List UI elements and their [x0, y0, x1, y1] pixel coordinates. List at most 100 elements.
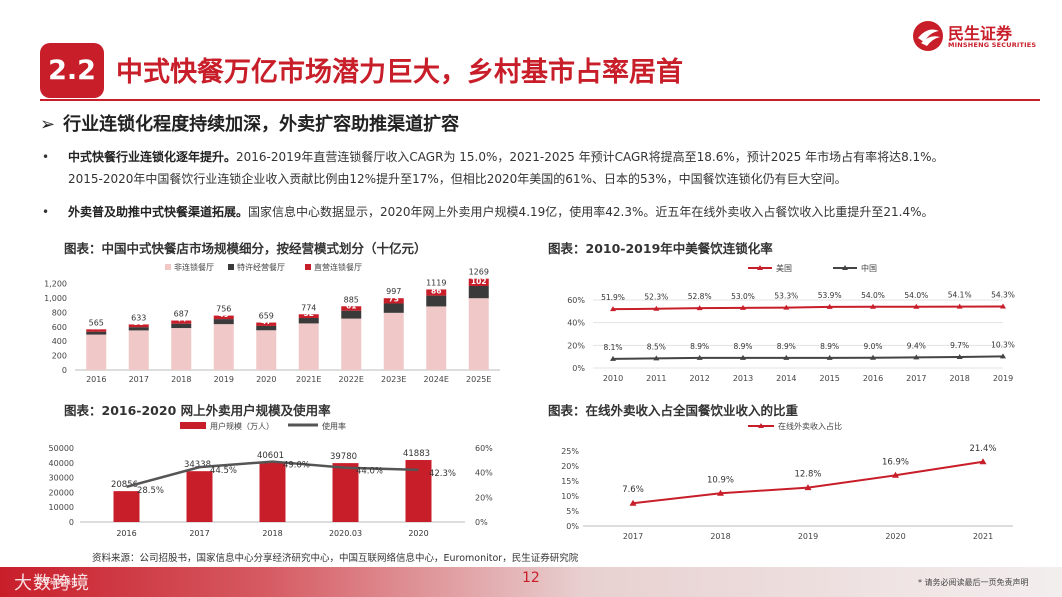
y-tick-label: 10% [561, 492, 579, 501]
bar-segment-franchise [383, 303, 404, 313]
data-point [1000, 353, 1006, 359]
data-label: 16.9% [882, 457, 909, 467]
bar-value-label: 39780 [330, 452, 357, 462]
y-tick-label-right: 40% [475, 469, 493, 478]
bar-total-label: 756 [216, 305, 231, 314]
data-point [826, 303, 833, 309]
x-tick-label: 2021E [296, 375, 321, 384]
bar-value-label: 38 [134, 318, 144, 327]
bar-segment-non-chain [171, 328, 192, 370]
bar-segment-direct-chain [383, 298, 404, 304]
bullet-lead: 外卖普及助推中式快餐渠道拓展。 [68, 205, 249, 219]
y-tick-label-left: 30000 [49, 474, 74, 483]
company-logo: 民生证券 MINSHENG SECURITIES [908, 16, 1036, 60]
bullet-item: • 外卖普及助推中式快餐渠道拓展。国家信息中心数据显示，2020年网上外卖用户规… [40, 201, 1040, 223]
data-point [870, 354, 876, 360]
bar-total-label: 633 [131, 313, 146, 322]
x-tick-label: 2016 [116, 529, 136, 538]
y-tick-label: 600 [52, 323, 67, 332]
bullet-line-2: 2015-2020年中国餐饮行业连锁企业收入贡献比例由12%提升至17%，但相比… [68, 172, 847, 186]
data-label: 8.9% [690, 342, 709, 351]
bar-segment-non-chain [383, 312, 404, 370]
data-label: 12.8% [794, 470, 821, 480]
bar-value-label: 40601 [257, 451, 284, 461]
bullet-lead: 中式快餐行业连锁化逐年提升。 [68, 150, 237, 164]
x-tick-label: 2013 [733, 374, 753, 383]
legend-label: 在线外卖收入占比 [778, 421, 842, 431]
bullet-line: 中式快餐行业连锁化逐年提升。2016-2019年直营连锁餐厅收入CAGR为 15… [68, 146, 944, 168]
bar-total-label: 1269 [469, 268, 489, 277]
data-point [913, 354, 920, 360]
bar-segment-direct-chain [468, 278, 489, 286]
data-point [740, 304, 746, 310]
y-tick-label-left: 0 [69, 518, 74, 527]
x-tick-label: 2024E [424, 375, 449, 384]
x-tick-label: 2018 [949, 374, 969, 383]
watermark-text: 大数跨境 [14, 573, 90, 594]
data-point [783, 354, 790, 360]
y-tick-label: 1,000 [44, 294, 67, 303]
legend-label: 特许经营餐厅 [237, 262, 285, 272]
x-tick-label: 2011 [646, 374, 666, 383]
x-tick-label: 2017 [129, 375, 149, 384]
legend-swatch [305, 264, 311, 270]
data-point [696, 354, 703, 360]
y-tick-label: 15% [561, 477, 579, 486]
data-point [956, 354, 963, 360]
page-title: 中式快餐万亿市场潜力巨大，乡村基市占率居首 [116, 57, 683, 88]
bar-segment-non-chain [426, 306, 447, 370]
data-point [979, 458, 987, 465]
data-label: 7.6% [622, 485, 644, 495]
bullet-item: • 中式快餐行业连锁化逐年提升。2016-2019年直营连锁餐厅收入CAGR为 … [40, 146, 1040, 190]
arrow-bullet-icon: ➢ [40, 114, 56, 135]
data-point [717, 489, 724, 496]
data-point [913, 303, 920, 309]
x-tick-label: 2020 [256, 375, 276, 384]
series-line [612, 355, 1004, 360]
data-point [892, 471, 899, 478]
footer-bar [0, 567, 1062, 597]
y-tick-label: 40% [567, 319, 585, 328]
series-line [126, 460, 419, 489]
chart2-title: 图表：2010-2019年中美餐饮连锁化率 [548, 241, 773, 256]
title-divider [40, 99, 1040, 101]
line-data-label: 44.5% [210, 466, 237, 476]
data-point [826, 354, 833, 360]
logo-text-en: MINSHENG SECURITIES [948, 41, 1037, 49]
y-tick-label: 0 [62, 366, 67, 375]
chart-market-size: 非连锁餐厅 特许经营餐厅 直营连锁餐厅 0 200 400 600 800 1,000 1,200… [44, 262, 500, 384]
chart1-title: 图表：中国中式快餐店市场规模细分，按经营模式划分（十亿元） [64, 241, 427, 256]
bar-value-label: 20856 [111, 480, 138, 490]
y-tick-label: 20% [561, 462, 579, 471]
bar-segment-non-chain [213, 324, 234, 370]
y-tick-label: 5% [566, 507, 579, 516]
bar-segment-non-chain [128, 330, 149, 370]
bar [113, 491, 140, 522]
bar-segment-franchise [128, 327, 149, 331]
data-label: 52.3% [644, 293, 668, 302]
logo-text-cn: 民生证券 [948, 24, 1013, 43]
data-point [610, 306, 616, 312]
legend-label: 用户规模（万人） [210, 421, 274, 431]
x-tick-label: 2017 [189, 529, 209, 538]
bar-value-label: 61 [346, 302, 356, 311]
data-label: 10.9% [707, 475, 734, 485]
data-label: 53.0% [731, 292, 755, 301]
bar-value-label: 41883 [403, 449, 430, 459]
x-tick-label: 2018 [171, 375, 191, 384]
x-tick-label: 2025E [466, 375, 491, 384]
bar-segment-direct-chain [341, 306, 362, 311]
chart-delivery-share: 在线外卖收入占比 0% 5% 10% 15% 20% 25% 2017 2018 2019 2020… [561, 421, 1013, 541]
bar-total-label: 659 [259, 312, 274, 321]
bar-segment-non-chain [468, 298, 489, 370]
data-label: 21.4% [969, 444, 996, 454]
line-data-label: 49.0% [283, 461, 310, 471]
chart3-title: 图表：2016-2020 网上外卖用户规模及使用率 [64, 403, 331, 418]
y-tick-label-left: 10000 [49, 503, 74, 512]
y-tick-label-right: 60% [475, 444, 493, 453]
y-tick-label: 0% [566, 522, 579, 531]
x-tick-label: 2019 [214, 375, 234, 384]
section-heading-text: 行业连锁化程度持续加深，外卖扩容助推渠道扩容 [63, 114, 460, 135]
data-point [956, 303, 963, 309]
y-tick-label-right: 20% [475, 493, 493, 502]
